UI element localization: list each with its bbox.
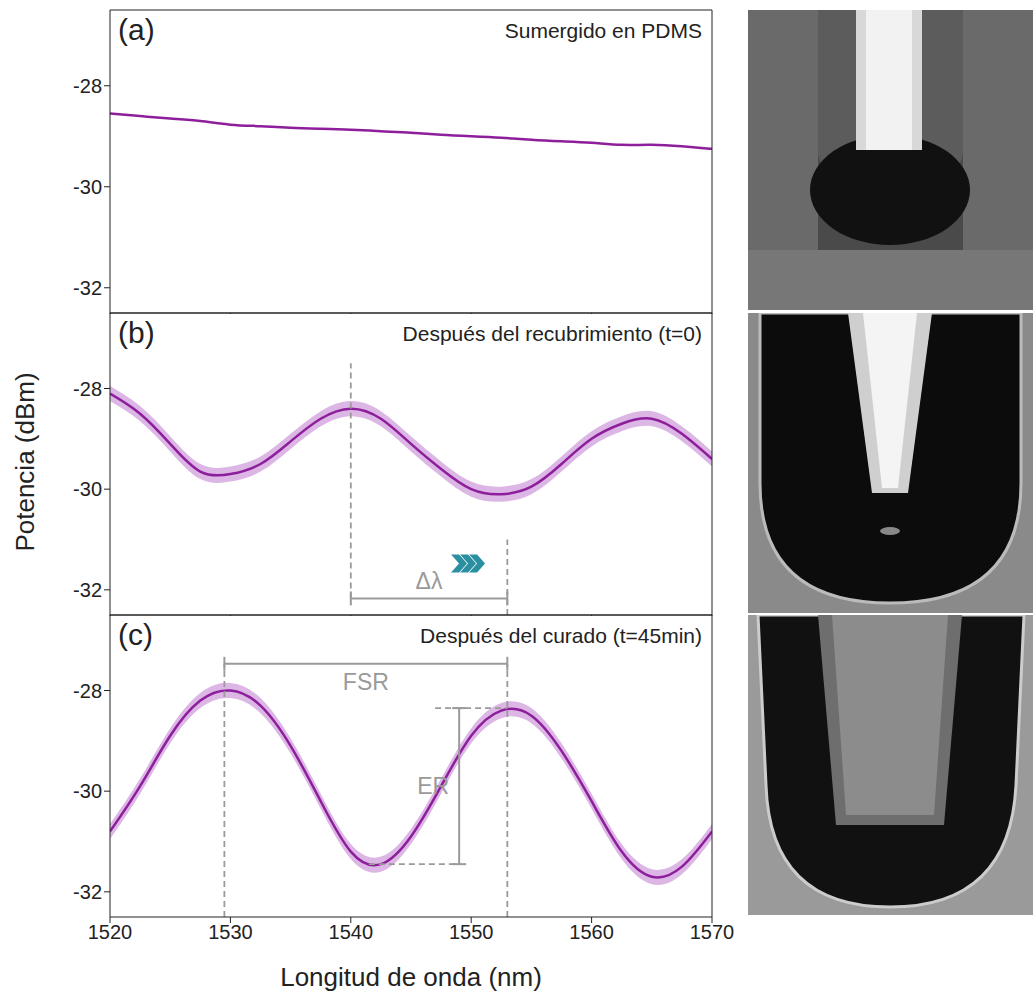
- svg-text:FSR: FSR: [343, 669, 389, 695]
- svg-text:1530: 1530: [208, 921, 253, 943]
- svg-text:1560: 1560: [569, 921, 614, 943]
- svg-text:1550: 1550: [449, 921, 494, 943]
- html-text:(a): (a): [118, 13, 155, 46]
- svg-text:-28: -28: [73, 378, 102, 400]
- svg-text:-30: -30: [73, 478, 102, 500]
- html-text:Longitud de onda (nm): Longitud de onda (nm): [280, 962, 542, 992]
- svg-text:1520: 1520: [88, 921, 133, 943]
- svg-text:1570: 1570: [690, 921, 735, 943]
- svg-text:1540: 1540: [329, 921, 374, 943]
- svg-text:ER: ER: [417, 773, 449, 799]
- svg-text:Δλ: Δλ: [416, 568, 443, 594]
- svg-text:-30: -30: [73, 176, 102, 198]
- svg-text:-32: -32: [73, 881, 102, 903]
- svg-text:-28: -28: [73, 75, 102, 97]
- svg-text:-28: -28: [73, 680, 102, 702]
- svg-text:-32: -32: [73, 277, 102, 299]
- html-text:Después del curado (t=45min): Después del curado (t=45min): [420, 624, 702, 647]
- html-text:(c): (c): [118, 618, 153, 651]
- html-text:Sumergido en PDMS: Sumergido en PDMS: [504, 19, 702, 42]
- html-text:(b): (b): [118, 316, 155, 349]
- html-text:Después del recubrimiento (t=0: Después del recubrimiento (t=0): [402, 322, 702, 345]
- html-text:Potencia (dBm): Potencia (dBm): [9, 372, 40, 552]
- svg-text:-30: -30: [73, 780, 102, 802]
- svg-text:-32: -32: [73, 579, 102, 601]
